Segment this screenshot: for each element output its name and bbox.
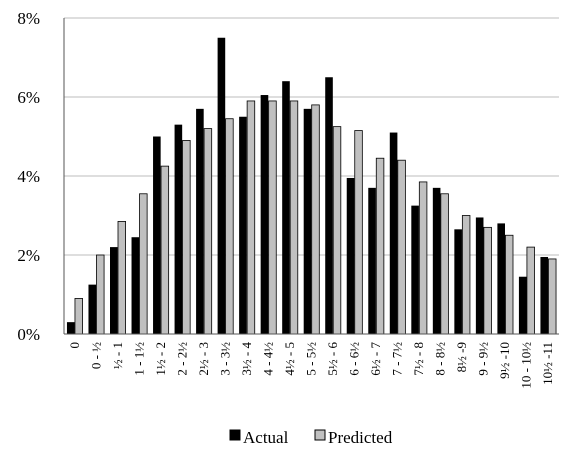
x-tick-label: 10½ -11 — [540, 342, 555, 385]
x-tick-label: 6½ - 7 — [368, 342, 383, 376]
bar-predicted — [160, 165, 170, 335]
bar-actual — [497, 223, 505, 334]
x-tick-label: 0 — [67, 342, 82, 349]
bar-predicted — [397, 159, 406, 335]
x-tick-labels: 0 0 - ½ ½ - 1 1 - 1½ 1½ - 2 2 - 2½ 2½ - 3 3 - 3… — [67, 342, 555, 389]
bar-predicted — [418, 181, 428, 335]
x-tick-label: 1 - 1½ — [131, 342, 146, 376]
bar-actual — [239, 116, 247, 334]
bar-predicted — [182, 140, 191, 335]
bar-actual — [260, 95, 269, 334]
bar-predicted — [354, 130, 363, 335]
legend-label-actual: Actual — [243, 428, 289, 447]
bar-predicted — [311, 104, 320, 335]
bar-predicted — [375, 157, 385, 335]
y-tick-label: 2% — [17, 246, 40, 265]
bar-actual — [217, 37, 226, 334]
bar-actual — [66, 322, 75, 334]
x-tick-label: 4½ - 5 — [282, 342, 297, 376]
y-tick-label: 4% — [17, 167, 40, 186]
x-tick-label: 9½ -10 — [497, 342, 512, 379]
bar-predicted — [246, 100, 256, 335]
bar-actual — [540, 256, 549, 334]
bar-predicted — [139, 193, 148, 335]
bar-actual — [131, 237, 140, 334]
x-tick-label: 3 - 3½ — [217, 342, 232, 376]
axes — [63, 18, 559, 335]
bar-actual — [346, 177, 355, 334]
x-tick-label: 8½ -9 — [454, 342, 469, 372]
bar-predicted — [96, 254, 105, 335]
x-tick-label: 4 - 4½ — [260, 342, 275, 376]
bar-predicted — [268, 100, 277, 335]
x-tick-label: 2 - 2½ — [174, 342, 189, 376]
x-tick-label: 1½ - 2 — [153, 342, 168, 376]
bar-actual — [411, 205, 419, 335]
legend: Actual Predicted — [229, 428, 393, 447]
y-tick-label: 6% — [17, 88, 40, 107]
bar-actual — [518, 276, 527, 334]
bar-actual — [196, 108, 204, 334]
x-tick-label: 8 - 8½ — [433, 342, 448, 376]
bar-actual — [303, 108, 312, 334]
bar-predicted — [117, 221, 126, 335]
y-tick-label: 8% — [17, 9, 40, 28]
bar-actual — [454, 229, 462, 334]
bar-predicted — [332, 126, 342, 335]
legend-swatch-predicted — [314, 429, 326, 441]
x-tick-label: 7 - 7½ — [390, 342, 405, 376]
x-tick-label: 2½ - 3 — [196, 342, 211, 376]
bar-actual — [368, 187, 376, 334]
legend-label-predicted: Predicted — [328, 428, 393, 447]
bar-predicted — [483, 226, 492, 335]
bar-predicted — [548, 258, 557, 335]
y-tick-labels: 0% 2% 4% 6% 8% — [17, 9, 40, 344]
x-tick-label: 5½ - 6 — [325, 342, 340, 376]
x-tick-label: 0 - ½ — [88, 342, 103, 369]
bar-actual — [174, 124, 183, 335]
bar-predicted — [74, 298, 83, 335]
x-tick-label: ½ - 1 — [110, 342, 125, 369]
x-tick-label: 10 - 10½ — [519, 342, 534, 389]
x-tick-label: 5 - 5½ — [304, 342, 319, 376]
bar-actual — [282, 81, 290, 334]
bar-predicted — [440, 193, 449, 335]
x-tick-label: 7½ - 8 — [411, 342, 426, 376]
bar-actual — [153, 136, 161, 334]
bar-actual — [325, 77, 333, 334]
bar-predicted — [526, 246, 535, 335]
bar-actual — [475, 217, 484, 334]
bar-predicted — [225, 118, 234, 335]
bar-predicted — [203, 128, 213, 335]
x-tick-label: 9 - 9½ — [476, 342, 491, 376]
x-tick-label: 6 - 6½ — [347, 342, 362, 376]
legend-swatch-actual — [229, 429, 241, 441]
y-tick-label: 0% — [17, 325, 40, 344]
bar-actual — [432, 187, 441, 334]
x-tick-label: 3½ - 4 — [239, 342, 254, 376]
bar-actual — [110, 247, 118, 334]
bar-predicted — [289, 100, 299, 335]
bars — [66, 37, 557, 335]
bar-predicted — [461, 215, 471, 335]
bar-actual — [389, 132, 398, 334]
bar-predicted — [504, 234, 514, 335]
bar-actual — [88, 284, 97, 335]
